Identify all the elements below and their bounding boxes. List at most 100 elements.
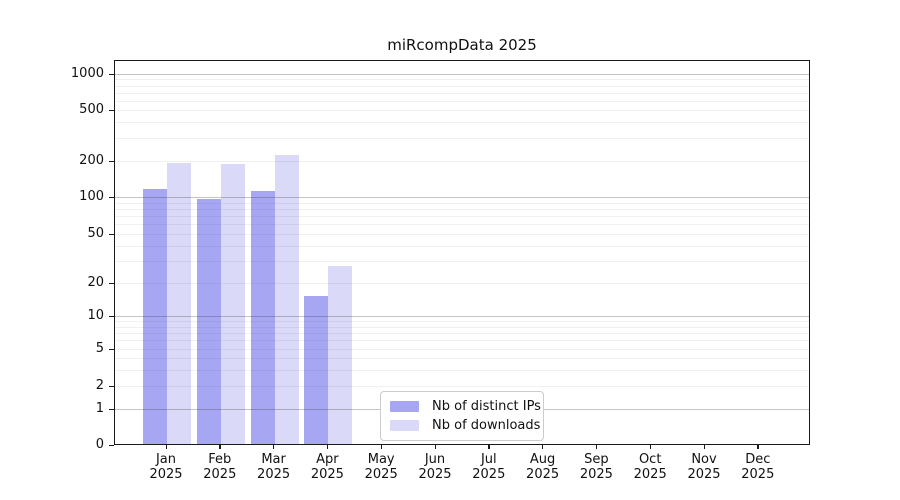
legend-swatch-distinct-ips xyxy=(390,401,419,412)
y-tick-label: 5 xyxy=(95,341,104,356)
bar-distinct-ips xyxy=(196,198,221,444)
x-tick-label-month: Apr xyxy=(316,452,339,467)
y-tick-mark xyxy=(109,109,114,111)
y-tick-mark xyxy=(109,196,114,198)
gridline xyxy=(115,224,809,226)
x-tick-label-year: 2025 xyxy=(633,467,667,482)
gridline xyxy=(115,349,809,350)
y-tick-label: 2 xyxy=(95,378,104,393)
gridline xyxy=(115,110,809,111)
y-tick-mark xyxy=(109,233,114,235)
y-tick-mark xyxy=(109,315,114,317)
x-tick-label-year: 2025 xyxy=(579,467,613,482)
gridline xyxy=(115,208,809,210)
x-tick-label-month: Oct xyxy=(638,452,662,467)
y-tick-label: 50 xyxy=(87,226,104,241)
bar-downloads xyxy=(274,154,299,444)
bar-distinct-ips xyxy=(250,191,275,444)
x-tick-label: Feb 2025 xyxy=(192,452,248,482)
gridline xyxy=(115,316,809,317)
gridline xyxy=(115,100,809,102)
legend-label: Nb of distinct IPs xyxy=(432,399,541,414)
x-tick-label-year: 2025 xyxy=(257,467,291,482)
y-tick-label: 1 xyxy=(95,401,104,416)
gridline xyxy=(115,161,809,162)
x-tick-mark xyxy=(326,444,329,449)
x-tick-label-month: Mar xyxy=(261,452,286,467)
x-tick-label: May 2025 xyxy=(353,452,409,482)
gridline xyxy=(115,261,809,263)
gridline xyxy=(115,321,809,323)
y-tick-label: 0 xyxy=(95,437,104,452)
x-tick-label: Jun 2025 xyxy=(407,452,463,482)
bar-downloads xyxy=(328,265,353,444)
gridline xyxy=(115,340,809,342)
bar-distinct-ips xyxy=(304,295,329,444)
gridline xyxy=(115,85,809,87)
gridline xyxy=(115,326,809,328)
x-tick-label-year: 2025 xyxy=(418,467,452,482)
plot-area xyxy=(114,60,810,445)
x-tick-label: Nov 2025 xyxy=(676,452,732,482)
x-tick-mark xyxy=(219,444,221,449)
legend-row: Nb of distinct IPs xyxy=(390,397,541,416)
x-tick-label-month: Dec xyxy=(745,452,771,467)
x-tick-mark xyxy=(595,444,598,449)
x-tick-mark xyxy=(542,444,544,449)
legend-row: Nb of downloads xyxy=(390,416,540,435)
x-tick-label-month: Jul xyxy=(480,452,497,467)
x-tick-label: Jan 2025 xyxy=(138,452,194,482)
y-tick-mark xyxy=(109,385,114,387)
x-tick-label-year: 2025 xyxy=(741,467,775,482)
gridline xyxy=(115,358,809,359)
x-tick-label-month: Jan xyxy=(155,452,177,467)
gridline xyxy=(115,332,809,334)
y-tick-label: 1000 xyxy=(70,66,104,81)
x-tick-label: Jul 2025 xyxy=(461,452,517,482)
x-tick-label-year: 2025 xyxy=(687,467,721,482)
y-tick-label: 20 xyxy=(87,275,104,290)
gridline xyxy=(115,74,809,75)
x-tick-mark xyxy=(380,444,383,449)
x-tick-label: Sep 2025 xyxy=(568,452,624,482)
gridline xyxy=(115,122,809,124)
x-tick-mark xyxy=(488,444,490,449)
legend-label: Nb of downloads xyxy=(432,418,541,433)
x-tick-mark xyxy=(273,444,275,449)
y-tick-mark xyxy=(109,73,114,75)
y-tick-mark xyxy=(109,282,114,284)
y-tick-label: 100 xyxy=(79,189,104,204)
gridline xyxy=(115,138,809,140)
x-tick-label-year: 2025 xyxy=(526,467,560,482)
bar-distinct-ips xyxy=(143,188,167,444)
x-tick-label-month: Sep xyxy=(584,452,609,467)
gridline xyxy=(115,283,809,284)
x-tick-label-year: 2025 xyxy=(472,467,506,482)
x-tick-label-month: May xyxy=(367,452,395,467)
x-tick-mark xyxy=(757,444,759,449)
x-tick-mark xyxy=(434,444,436,449)
y-tick-mark xyxy=(109,444,114,446)
legend: Nb of distinct IPs Nb of downloads xyxy=(380,391,544,441)
gridline xyxy=(115,234,809,235)
bar-downloads xyxy=(167,162,191,444)
y-tick-label: 10 xyxy=(87,308,104,323)
x-tick-label-year: 2025 xyxy=(310,467,344,482)
x-tick-label: Oct 2025 xyxy=(622,452,678,482)
x-tick-label-month: Feb xyxy=(208,452,232,467)
y-tick-mark xyxy=(109,160,114,162)
x-tick-label-year: 2025 xyxy=(364,467,398,482)
x-tick-label-month: Nov xyxy=(691,452,717,467)
x-tick-label: Mar 2025 xyxy=(246,452,302,482)
gridline xyxy=(115,245,809,247)
legend-swatch-downloads xyxy=(390,420,419,431)
gridline xyxy=(115,92,809,94)
y-tick-mark xyxy=(109,408,114,410)
gridline xyxy=(115,197,809,198)
x-tick-mark xyxy=(703,444,705,449)
x-tick-label-year: 2025 xyxy=(149,467,183,482)
x-tick-label-month: Jun xyxy=(424,452,446,467)
x-tick-label: Dec 2025 xyxy=(730,452,786,482)
y-tick-mark xyxy=(109,348,114,350)
